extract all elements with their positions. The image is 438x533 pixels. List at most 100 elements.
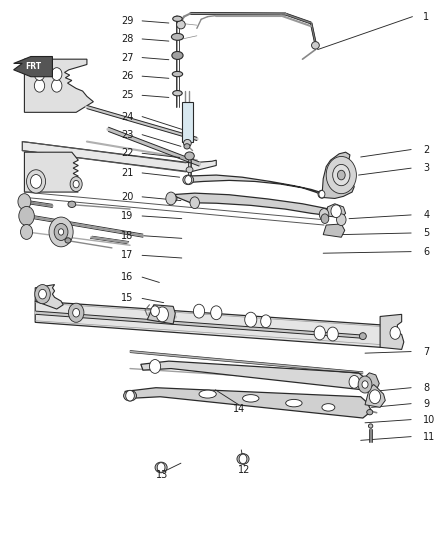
Text: 28: 28 (121, 34, 134, 44)
Text: 24: 24 (121, 111, 134, 122)
Polygon shape (14, 56, 53, 77)
Text: 19: 19 (121, 211, 134, 221)
Circle shape (52, 68, 62, 80)
Text: 8: 8 (423, 383, 429, 393)
Text: 29: 29 (121, 16, 134, 26)
Circle shape (327, 327, 338, 341)
Polygon shape (147, 305, 175, 324)
Circle shape (337, 170, 345, 180)
Circle shape (331, 205, 341, 217)
Text: 14: 14 (233, 404, 245, 414)
Text: 22: 22 (121, 148, 134, 158)
Ellipse shape (155, 462, 167, 473)
Polygon shape (182, 102, 193, 142)
Ellipse shape (360, 333, 366, 340)
Text: 25: 25 (121, 90, 134, 100)
Circle shape (39, 289, 46, 299)
Text: 26: 26 (121, 71, 134, 81)
Polygon shape (365, 384, 385, 407)
Text: 17: 17 (121, 251, 134, 260)
Circle shape (245, 312, 257, 327)
Text: 16: 16 (121, 272, 134, 282)
Circle shape (126, 390, 134, 401)
Polygon shape (186, 175, 322, 195)
Polygon shape (380, 314, 404, 350)
Ellipse shape (183, 175, 194, 184)
Circle shape (190, 197, 199, 208)
Circle shape (239, 454, 247, 464)
Ellipse shape (173, 91, 182, 96)
Ellipse shape (172, 71, 183, 77)
Text: 27: 27 (121, 53, 134, 62)
Ellipse shape (286, 399, 302, 407)
Circle shape (321, 214, 329, 223)
Circle shape (349, 375, 360, 388)
Ellipse shape (65, 238, 71, 243)
Ellipse shape (124, 390, 137, 401)
Text: 23: 23 (121, 130, 134, 140)
Polygon shape (35, 285, 63, 309)
Circle shape (166, 192, 176, 205)
Circle shape (358, 376, 372, 393)
Circle shape (319, 190, 325, 198)
Circle shape (58, 229, 64, 235)
Circle shape (362, 381, 368, 388)
Text: 10: 10 (423, 415, 435, 425)
Circle shape (34, 68, 45, 80)
Text: 9: 9 (423, 399, 429, 409)
Text: 11: 11 (423, 432, 435, 442)
Circle shape (31, 174, 42, 188)
Text: 3: 3 (423, 163, 429, 173)
Ellipse shape (184, 144, 190, 149)
Ellipse shape (243, 394, 259, 402)
Polygon shape (25, 152, 78, 192)
Ellipse shape (177, 20, 185, 29)
Text: 20: 20 (121, 192, 134, 202)
Circle shape (194, 304, 205, 318)
Ellipse shape (184, 140, 191, 147)
Polygon shape (171, 193, 341, 216)
Polygon shape (323, 224, 345, 237)
Circle shape (18, 193, 31, 209)
Circle shape (151, 306, 159, 317)
Ellipse shape (368, 424, 373, 428)
Circle shape (390, 327, 400, 340)
Text: 13: 13 (156, 470, 169, 480)
Circle shape (35, 285, 50, 304)
Circle shape (21, 224, 32, 239)
Polygon shape (22, 142, 216, 172)
Text: FRT: FRT (25, 62, 41, 71)
Ellipse shape (311, 42, 319, 49)
Circle shape (156, 307, 169, 322)
Ellipse shape (68, 201, 76, 207)
Text: 4: 4 (423, 210, 429, 220)
Polygon shape (363, 373, 379, 391)
Text: 15: 15 (121, 293, 134, 303)
Circle shape (70, 176, 82, 191)
Text: 5: 5 (423, 228, 430, 238)
Text: 18: 18 (121, 231, 134, 241)
Circle shape (54, 223, 68, 240)
Text: 1: 1 (423, 12, 429, 22)
Ellipse shape (185, 152, 194, 160)
Polygon shape (141, 361, 368, 390)
Text: 12: 12 (238, 465, 251, 474)
Ellipse shape (318, 190, 326, 198)
Polygon shape (326, 204, 346, 217)
Polygon shape (35, 301, 397, 348)
Circle shape (157, 463, 165, 472)
Circle shape (333, 165, 350, 185)
Text: 2: 2 (423, 144, 430, 155)
Circle shape (261, 315, 271, 328)
Circle shape (326, 157, 357, 193)
Circle shape (19, 206, 34, 225)
Circle shape (314, 326, 325, 340)
Text: 7: 7 (423, 346, 430, 357)
Ellipse shape (173, 16, 182, 21)
Circle shape (27, 169, 46, 193)
Polygon shape (322, 152, 354, 198)
Ellipse shape (367, 409, 373, 415)
Circle shape (336, 214, 346, 225)
Ellipse shape (237, 454, 249, 464)
Ellipse shape (172, 52, 183, 60)
